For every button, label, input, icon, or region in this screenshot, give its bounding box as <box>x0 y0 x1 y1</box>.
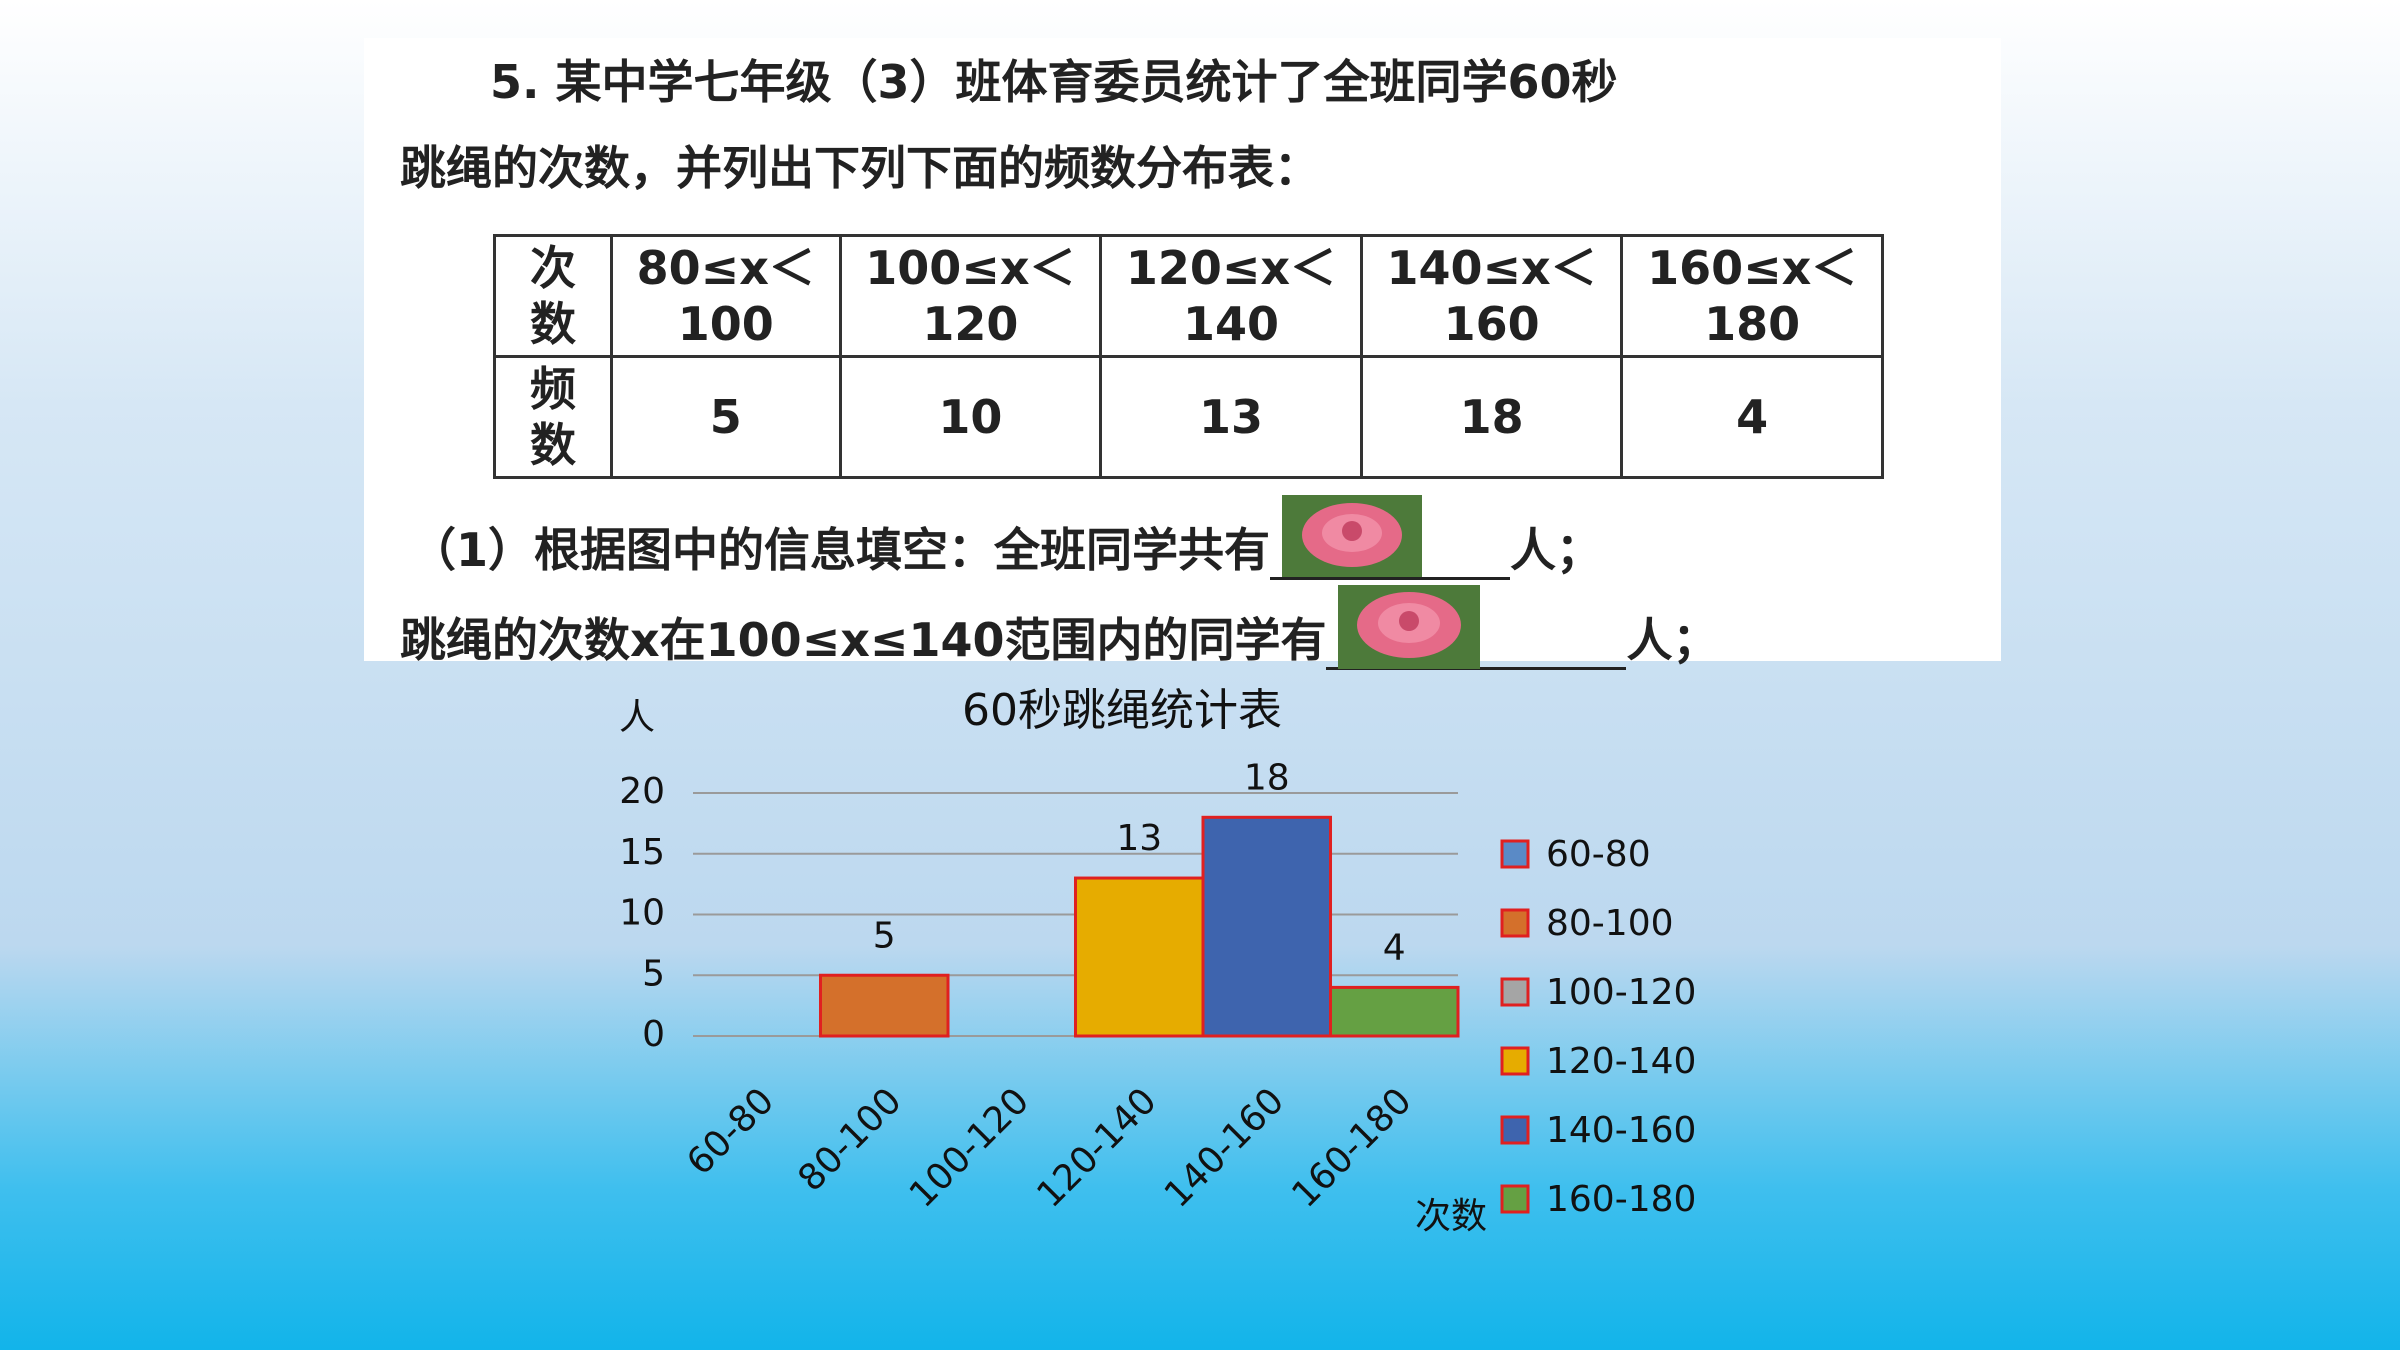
fill-text: 人； <box>1510 523 1603 577</box>
chart-title: 60秒跳绳统计表 <box>962 685 1282 736</box>
legend-swatch <box>1500 839 1530 869</box>
x-axis-label: 次数 <box>1415 1196 1487 1237</box>
table-cell: 120≤x＜140 <box>1099 234 1363 358</box>
y-tick-label: 5 <box>642 953 665 994</box>
table-cell: 13 <box>1099 355 1363 479</box>
legend-label: 120-140 <box>1546 1041 1696 1082</box>
table-cell: 频数 <box>493 355 613 479</box>
frequency-table: 次数 80≤x＜100 100≤x＜120 120≤x＜140 140≤x＜16… <box>493 234 1884 479</box>
data-label: 13 <box>1116 818 1162 859</box>
question-line: 5. 某中学七年级（3）班体育委员统计了全班同学60秒 <box>490 55 1618 109</box>
x-tick-label: 60-80 <box>679 1080 782 1183</box>
fill-line: 跳绳的次数x在100≤x≤140范围内的同学有 人； <box>400 585 1719 670</box>
y-tick-label: 15 <box>619 832 665 873</box>
table-cell: 18 <box>1359 355 1624 479</box>
x-tick-label: 80-100 <box>791 1080 910 1199</box>
rose-icon <box>1338 585 1481 669</box>
x-tick-label: 140-160 <box>1157 1080 1292 1215</box>
table-cell: 10 <box>838 355 1103 479</box>
rose-icon <box>1282 495 1423 577</box>
table-cell: 4 <box>1620 355 1884 479</box>
bar <box>819 973 950 1038</box>
question-line: 跳绳的次数，并列出下列下面的频数分布表： <box>400 141 1320 195</box>
legend-swatch <box>1500 1115 1530 1145</box>
legend-label: 140-160 <box>1546 1110 1696 1151</box>
answer-blank <box>1270 495 1511 580</box>
fill-text: （1）根据图中的信息填空：全班同学共有 <box>410 523 1271 577</box>
table-cell: 次数 <box>493 234 613 358</box>
legend-label: 80-100 <box>1546 903 1674 944</box>
legend-swatch <box>1500 1184 1530 1214</box>
legend-swatch <box>1500 908 1530 938</box>
x-tick-label: 160-180 <box>1284 1080 1419 1215</box>
bar <box>1201 815 1332 1038</box>
table-cell: 140≤x＜160 <box>1359 234 1624 358</box>
legend-label: 60-80 <box>1546 834 1651 875</box>
y-tick-label: 10 <box>619 893 665 934</box>
legend-swatch <box>1500 977 1530 1007</box>
fill-line: （1）根据图中的信息填空：全班同学共有 人； <box>410 495 1603 580</box>
bar <box>1074 876 1205 1038</box>
data-label: 5 <box>873 915 896 956</box>
fill-text: 人； <box>1626 613 1719 667</box>
fill-text: 跳绳的次数x在100≤x≤140范围内的同学有 <box>400 613 1327 667</box>
legend-label: 100-120 <box>1546 972 1696 1013</box>
x-tick-label: 120-140 <box>1029 1080 1164 1215</box>
legend-label: 160-180 <box>1546 1179 1696 1220</box>
legend-swatch <box>1500 1046 1530 1076</box>
problem-sheet: 5. 某中学七年级（3）班体育委员统计了全班同学60秒 跳绳的次数，并列出下列下… <box>364 38 2001 670</box>
data-label: 4 <box>1383 927 1406 968</box>
y-axis-label: 人 <box>619 697 655 738</box>
x-tick-label: 100-120 <box>902 1080 1037 1215</box>
bar <box>1329 985 1460 1038</box>
answer-blank <box>1326 585 1627 670</box>
y-tick-label: 20 <box>619 771 665 812</box>
table-cell: 5 <box>610 355 842 479</box>
y-tick-label: 0 <box>642 1014 665 1055</box>
table-cell: 80≤x＜100 <box>610 234 842 358</box>
data-label: 18 <box>1244 757 1290 798</box>
table-cell: 100≤x＜120 <box>838 234 1103 358</box>
table-cell: 160≤x＜180 <box>1620 234 1884 358</box>
